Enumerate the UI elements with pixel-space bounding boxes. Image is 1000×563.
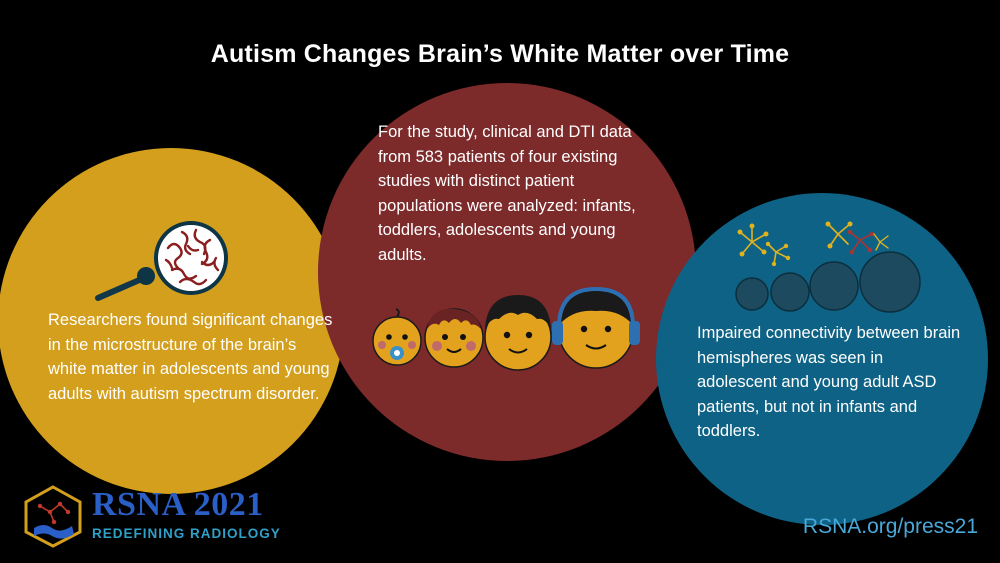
rsna-hexagon-logo-icon	[24, 485, 82, 548]
logo-wordmark: RSNA 2021	[92, 486, 264, 523]
rsna-logo: RSNA 2021 REDEFINING RADIOLOGY	[20, 484, 310, 550]
four-age-group-faces-icon	[372, 286, 640, 371]
heads-connectivity-icon	[735, 221, 921, 313]
right-panel-text: Impaired connectivity between brain hemi…	[697, 324, 961, 440]
magnifying-glass-brain-icon	[95, 221, 228, 301]
logo-tagline: REDEFINING RADIOLOGY	[92, 526, 281, 541]
left-panel-text: Researchers found significant changes in…	[48, 311, 333, 403]
right-panel-circle	[656, 193, 988, 525]
press-url-link[interactable]: RSNA.org/press21	[802, 515, 978, 538]
left-panel-circle	[0, 148, 344, 494]
page-title: Autism Changes Brain’s White Matter over…	[210, 40, 790, 68]
middle-panel-circle	[318, 83, 696, 461]
middle-panel-text: For the study, clinical and DTI data fro…	[378, 123, 636, 264]
